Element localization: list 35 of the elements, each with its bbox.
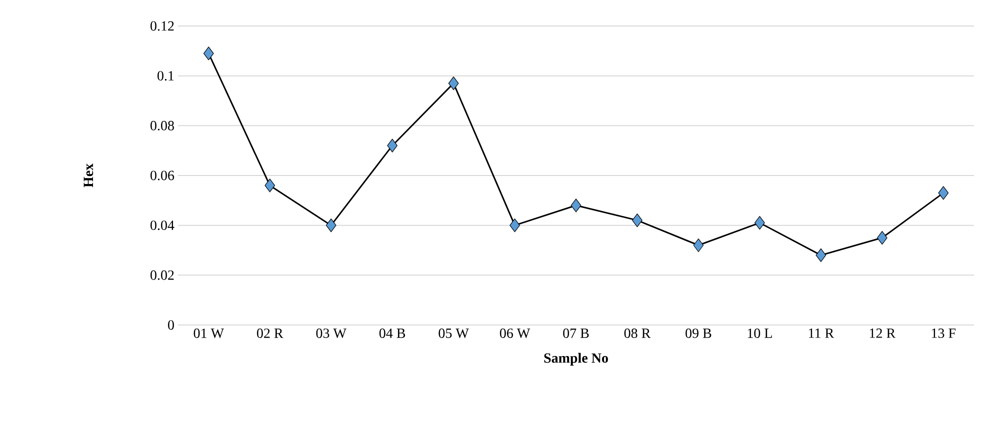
point xyxy=(570,198,582,212)
y-tick-label: 0.1 xyxy=(158,71,174,81)
x-tick-label: 09 B xyxy=(686,328,712,338)
x-tick-label: 08 R xyxy=(624,328,651,338)
point xyxy=(203,46,214,60)
point xyxy=(387,138,398,152)
x-tick-label: 05 W xyxy=(438,328,469,338)
x-tick-label: 02 R xyxy=(256,328,284,338)
x-tick-label: 03 W xyxy=(316,328,346,338)
point xyxy=(632,214,642,228)
y-tick-label: 0.12 xyxy=(150,21,174,31)
y-tick-label: 0.02 xyxy=(150,270,174,280)
x-tick-label: 01 W xyxy=(194,328,224,338)
y-tick-label: 0.08 xyxy=(150,120,174,130)
y-tick-label: 0.06 xyxy=(150,170,174,180)
x-tick-label: 04 B xyxy=(379,328,406,338)
x-tick-label: 13 F xyxy=(932,328,956,338)
x-tick-label: 11 R xyxy=(808,328,834,338)
point xyxy=(264,178,276,192)
point xyxy=(938,186,949,200)
y-tick-label: 0.04 xyxy=(150,220,174,230)
point xyxy=(816,248,826,262)
point xyxy=(510,218,520,232)
x-tick-label: 06 W xyxy=(500,328,530,338)
y-tick-label: 0 xyxy=(168,320,174,330)
point xyxy=(876,230,888,245)
x-axis-title: Sample No xyxy=(544,352,608,366)
x-tick-label: 07 B xyxy=(563,328,589,338)
x-tick-label: 12 R xyxy=(870,328,896,338)
x-tick-label: 10 L xyxy=(748,328,772,338)
point xyxy=(448,76,459,90)
point xyxy=(754,216,765,230)
point xyxy=(326,218,336,232)
point xyxy=(693,238,704,252)
y-axis-title: Hex xyxy=(84,164,94,188)
